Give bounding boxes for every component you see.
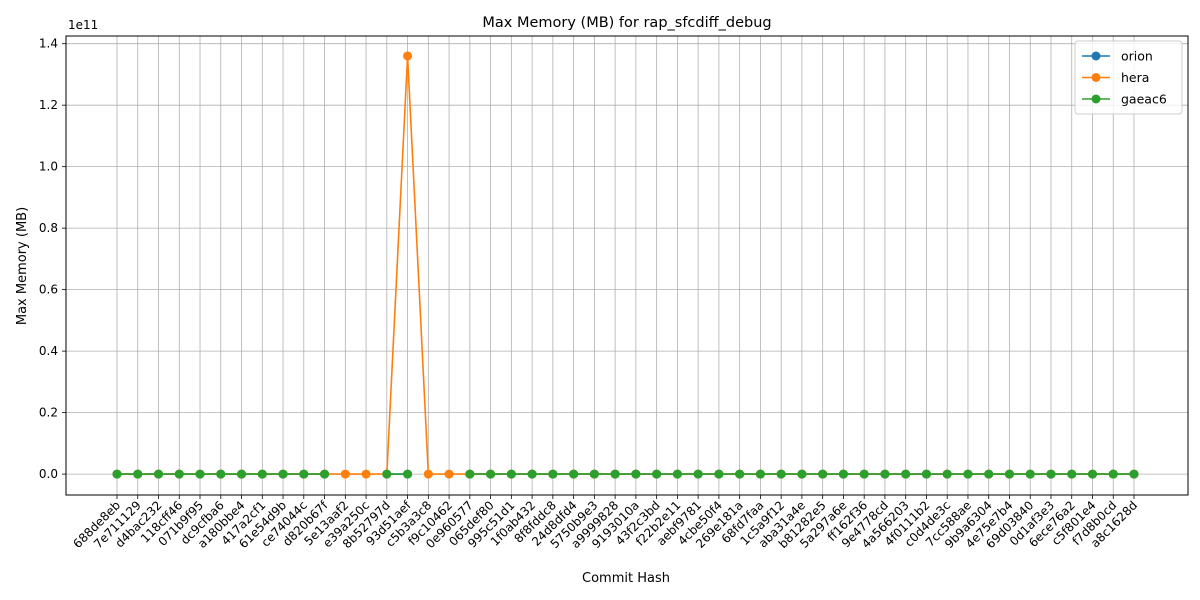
y-tick-label: 1.0 [39, 160, 58, 174]
data-point-gaeac6 [693, 469, 703, 479]
data-point-gaeac6 [1067, 469, 1077, 479]
data-point-hera [423, 469, 433, 479]
data-point-gaeac6 [652, 469, 662, 479]
y-tick-label: 1.2 [39, 98, 58, 112]
series-lines [112, 51, 1139, 479]
data-point-gaeac6 [589, 469, 599, 479]
data-point-gaeac6 [174, 469, 184, 479]
y-tick-label: 0.6 [39, 283, 58, 297]
data-point-gaeac6 [1129, 469, 1139, 479]
y-tick-label: 0.4 [39, 344, 58, 358]
data-point-hera [444, 469, 454, 479]
data-point-gaeac6 [735, 469, 745, 479]
data-point-gaeac6 [818, 469, 828, 479]
data-point-gaeac6 [880, 469, 890, 479]
x-gridlines [116, 36, 1135, 495]
legend-entry-orion: orion [1082, 49, 1153, 64]
data-point-gaeac6 [320, 469, 330, 479]
legend-label: gaeac6 [1121, 92, 1167, 107]
data-point-gaeac6 [257, 469, 267, 479]
data-point-gaeac6 [527, 469, 537, 479]
y-gridlines [66, 43, 1188, 475]
data-point-gaeac6 [838, 469, 848, 479]
data-point-gaeac6 [1046, 469, 1056, 479]
legend-marker [1091, 94, 1101, 104]
legend-label: hera [1121, 70, 1149, 85]
data-point-gaeac6 [154, 469, 164, 479]
legend: orion hera gaeac6 [1074, 40, 1183, 115]
data-point-gaeac6 [486, 469, 496, 479]
data-point-gaeac6 [672, 469, 682, 479]
data-point-gaeac6 [776, 469, 786, 479]
legend-label: orion [1121, 49, 1153, 64]
y-tick-label: 0.0 [39, 467, 58, 481]
x-axis: 688de8eb7e711129d4bac232118cff46071b9f95… [70, 495, 1140, 551]
data-point-hera [403, 51, 413, 61]
data-point-gaeac6 [133, 469, 143, 479]
data-point-gaeac6 [569, 469, 579, 479]
series-gaeac6 [112, 469, 1139, 479]
plot-area-frame [65, 35, 1189, 496]
data-point-gaeac6 [921, 469, 931, 479]
y-tick-label: 0.2 [39, 406, 58, 420]
data-point-gaeac6 [859, 469, 869, 479]
data-point-hera [361, 469, 371, 479]
series-line-hera [117, 55, 1134, 475]
data-point-gaeac6 [465, 469, 475, 479]
data-point-gaeac6 [548, 469, 558, 479]
series-hera [112, 51, 1139, 479]
data-point-gaeac6 [403, 469, 413, 479]
data-point-gaeac6 [1087, 469, 1097, 479]
data-point-gaeac6 [714, 469, 724, 479]
chart-title: Max Memory (MB) for rap_sfcdiff_debug [482, 15, 771, 31]
data-point-gaeac6 [1025, 469, 1035, 479]
legend-marker [1091, 51, 1101, 61]
y-tick-label: 0.8 [39, 221, 58, 235]
data-point-gaeac6 [237, 469, 247, 479]
data-point-gaeac6 [901, 469, 911, 479]
legend-entry-gaeac6: gaeac6 [1082, 92, 1167, 107]
y-axis: 0.0 0.2 0.4 0.6 0.8 1.0 1.2 1.4 [39, 37, 66, 481]
data-point-gaeac6 [631, 469, 641, 479]
data-point-gaeac6 [299, 469, 309, 479]
data-point-gaeac6 [195, 469, 205, 479]
data-point-gaeac6 [984, 469, 994, 479]
data-point-gaeac6 [112, 469, 122, 479]
legend-marker [1091, 73, 1101, 82]
y-axis-scale-label: 1e11 [68, 18, 98, 32]
data-point-gaeac6 [216, 469, 226, 479]
y-axis-label: Max Memory (MB) [15, 207, 30, 325]
y-tick-label: 1.4 [39, 37, 58, 51]
x-axis-label: Commit Hash [582, 571, 670, 586]
data-point-gaeac6 [610, 469, 620, 479]
legend-frame [1074, 40, 1183, 115]
data-point-gaeac6 [506, 469, 516, 479]
data-point-gaeac6 [1004, 469, 1014, 479]
data-point-gaeac6 [1108, 469, 1118, 479]
legend-entry-hera: hera [1082, 70, 1149, 85]
data-point-gaeac6 [382, 469, 392, 479]
data-point-gaeac6 [755, 469, 765, 479]
data-point-gaeac6 [963, 469, 973, 479]
data-point-hera [340, 469, 350, 479]
data-point-gaeac6 [278, 469, 288, 479]
data-point-gaeac6 [797, 469, 807, 479]
data-point-gaeac6 [942, 469, 952, 479]
